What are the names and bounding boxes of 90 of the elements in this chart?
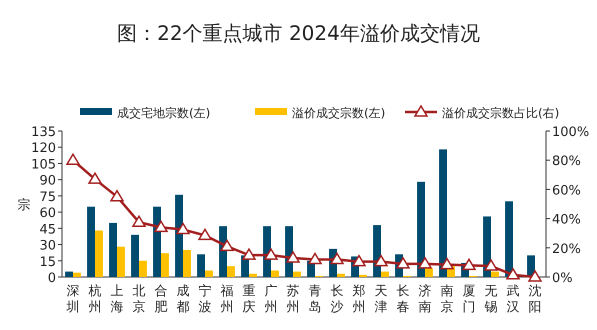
point xyxy=(352,254,366,266)
x-tick-label: 北京 xyxy=(132,284,146,315)
bar xyxy=(161,253,169,277)
x-tick-label: 成都 xyxy=(176,284,190,315)
y-tick-label: 90 xyxy=(39,174,56,189)
point xyxy=(308,252,322,264)
x-tick-label: 长沙 xyxy=(330,284,344,315)
bar xyxy=(139,260,147,277)
bar xyxy=(439,149,447,277)
y-tick-label: 30 xyxy=(39,238,56,254)
bar xyxy=(417,182,425,277)
x-tick-label: 上海 xyxy=(110,284,124,315)
bar xyxy=(205,270,213,277)
x-tick-label: 重庆 xyxy=(242,284,256,315)
legend-label: 成交宅地宗数(左) xyxy=(117,106,210,120)
point xyxy=(242,248,256,260)
bar xyxy=(491,272,499,277)
point xyxy=(66,153,80,165)
point xyxy=(88,172,102,184)
point xyxy=(440,258,454,270)
bar xyxy=(183,250,191,277)
x-tick-label: 厦门 xyxy=(462,284,476,315)
bar xyxy=(425,268,433,277)
point xyxy=(330,252,344,264)
point xyxy=(528,270,542,282)
x-tick-label: 合肥 xyxy=(154,284,168,315)
point xyxy=(396,257,410,269)
y2-tick-label: 60% xyxy=(552,183,581,198)
bar xyxy=(197,254,205,277)
x-tick-label: 杭州 xyxy=(88,284,102,315)
point xyxy=(264,248,278,260)
x-tick-label: 无锡 xyxy=(484,284,498,315)
bar xyxy=(271,270,279,277)
bar xyxy=(117,246,125,277)
point xyxy=(418,257,432,269)
bar xyxy=(249,274,257,277)
legend-label: 溢价成交宗数(左) xyxy=(292,106,386,120)
point xyxy=(154,220,168,232)
point xyxy=(484,259,498,271)
bar xyxy=(73,272,81,277)
x-tick-label: 济南 xyxy=(418,284,432,315)
bar xyxy=(65,272,73,277)
x-tick-label: 福州 xyxy=(220,284,234,315)
bar xyxy=(87,206,95,277)
point xyxy=(132,216,146,227)
chart-title: 图：22个重点城市 2024年溢价成交情况 xyxy=(117,21,480,45)
y2-tick-label: 100% xyxy=(552,125,590,140)
x-tick-label: 宁波 xyxy=(198,283,212,315)
x-tick-label: 青岛 xyxy=(308,284,322,315)
x-tick-label: 苏州 xyxy=(286,284,300,315)
bar xyxy=(175,194,183,277)
x-tick-label: 南京 xyxy=(440,284,454,315)
y-tick-label: 105 xyxy=(31,157,56,172)
x-tick-label: 武汉 xyxy=(506,284,520,315)
point xyxy=(286,251,300,263)
y2-tick-label: 80% xyxy=(552,154,581,170)
bar xyxy=(109,222,117,277)
bar xyxy=(153,206,161,277)
y-tick-label: 60 xyxy=(39,206,56,222)
point xyxy=(198,228,212,240)
bar xyxy=(381,272,389,277)
point xyxy=(176,222,190,234)
point xyxy=(462,258,476,270)
bar xyxy=(505,201,513,277)
y-axis-title: 宗 xyxy=(18,197,30,213)
bar xyxy=(131,234,139,277)
point xyxy=(220,240,234,252)
bar xyxy=(293,272,301,277)
y-tick-label: 15 xyxy=(39,254,56,270)
x-tick-label: 沈阳 xyxy=(528,284,542,315)
bar xyxy=(337,274,345,277)
bar xyxy=(227,266,235,277)
point xyxy=(110,190,124,202)
x-tick-label: 天津 xyxy=(374,284,388,315)
y2-tick-label: 20% xyxy=(552,242,581,257)
y-tick-label: 75 xyxy=(39,190,56,205)
bar xyxy=(95,230,103,277)
point xyxy=(506,268,520,280)
x-tick-label: 广州 xyxy=(264,284,278,315)
y-tick-label: 120 xyxy=(31,141,56,156)
y2-tick-label: 40% xyxy=(552,212,581,228)
x-tick-label: 郑州 xyxy=(352,284,366,315)
y-tick-label: 45 xyxy=(39,222,56,238)
y-tick-label: 0 xyxy=(48,271,56,286)
x-tick-label: 长春 xyxy=(396,284,410,315)
x-tick-label: 深圳 xyxy=(66,284,80,315)
y-tick-label: 135 xyxy=(31,125,56,140)
point xyxy=(374,254,388,266)
y2-tick-label: 0% xyxy=(552,271,573,286)
legend-label: 溢价成交宗数占比(右) xyxy=(442,106,560,120)
